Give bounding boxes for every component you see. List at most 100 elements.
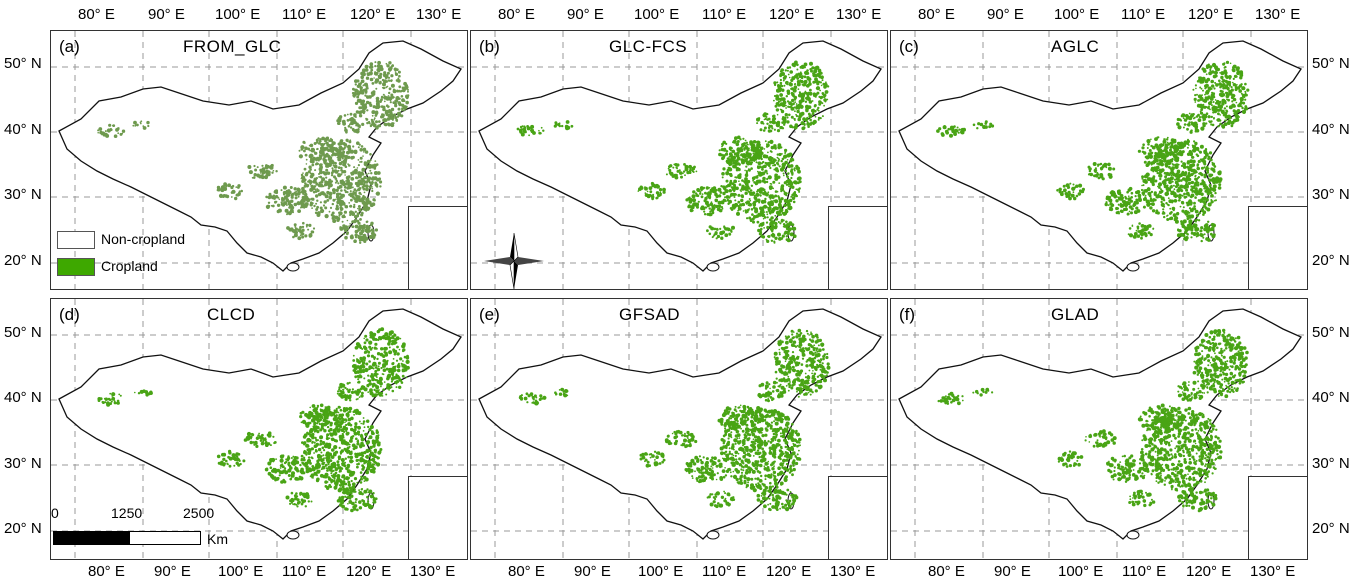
cropland-pixel (362, 444, 366, 447)
cropland-pixel (362, 417, 365, 419)
cropland-pixel (1188, 211, 1191, 214)
cropland-pixel (730, 208, 734, 211)
cropland-pixel (1195, 180, 1199, 184)
cropland-pixel (369, 464, 374, 469)
cropland-pixel (793, 117, 796, 121)
cropland-pixel (346, 178, 350, 183)
cropland-pixel (658, 188, 663, 192)
cropland-pixel (748, 187, 751, 190)
cropland-pixel (308, 410, 312, 415)
cropland-pixel (1239, 74, 1242, 77)
cropland-pixel (362, 147, 367, 152)
cropland-pixel (1201, 181, 1205, 185)
cropland-pixel (402, 86, 407, 91)
cropland-pixel (1078, 183, 1083, 188)
cropland-pixel (338, 214, 341, 217)
cropland-pixel (1119, 209, 1124, 213)
bottom-axis-label: 130° E (1250, 563, 1296, 580)
cropland-pixel (749, 157, 754, 162)
cropland-pixel (1109, 191, 1113, 195)
cropland-pixel (797, 188, 800, 192)
cropland-pixel (729, 179, 733, 183)
cropland-pixel (388, 96, 393, 100)
cropland-pixel (352, 170, 355, 174)
cropland-pixel (775, 123, 780, 128)
cropland-pixel (347, 125, 351, 128)
cropland-pixel (726, 198, 730, 202)
cropland-pixel (1199, 86, 1202, 89)
cropland-pixel (744, 158, 748, 163)
cropland-pixel (765, 192, 769, 196)
cropland-pixel (644, 186, 648, 191)
cropland-pixel (708, 232, 712, 236)
cropland-pixel (736, 140, 740, 143)
cropland-pixel (1217, 171, 1221, 175)
cropland-pixel (307, 170, 311, 174)
cropland-pixel (1176, 217, 1178, 220)
cropland-pixel (795, 103, 798, 105)
cropland-pixel (783, 190, 786, 193)
cropland-pixel (366, 72, 369, 75)
cropland-pixel (376, 172, 379, 175)
cropland-pixel (362, 458, 365, 461)
cropland-pixel (1167, 214, 1169, 217)
cropland-pixel (318, 181, 321, 184)
cropland-pixel (1154, 151, 1157, 155)
cropland-pixel (1191, 144, 1194, 147)
cropland-pixel (731, 149, 736, 154)
cropland-pixel (1210, 194, 1213, 197)
cropland-pixel (669, 164, 673, 168)
cropland-pixel (336, 156, 339, 159)
cropland-pixel (343, 229, 347, 232)
cropland-pixel (321, 146, 325, 150)
cropland-pixel (357, 159, 360, 161)
cropland-pixel (762, 188, 766, 192)
cropland-pixel (1150, 144, 1153, 148)
cropland-pixel (387, 109, 392, 114)
cropland-pixel (309, 232, 312, 235)
cropland-pixel (305, 163, 308, 165)
cropland-pixel (737, 174, 741, 178)
cropland-pixel (373, 199, 376, 202)
cropland-pixel (760, 128, 762, 130)
right-axis-label: 30° N (1312, 186, 1350, 203)
cropland-pixel (796, 109, 800, 114)
cropland-pixel (804, 91, 808, 95)
cropland-pixel (1126, 190, 1129, 194)
cropland-pixel (315, 438, 318, 442)
cropland-pixel (766, 216, 769, 219)
cropland-pixel (326, 443, 329, 445)
cropland-pixel (1155, 160, 1157, 163)
cropland-pixel (1169, 141, 1172, 145)
cropland-pixel (273, 197, 276, 200)
cropland-pixel (393, 67, 397, 71)
cropland-pixel (339, 406, 341, 409)
cropland-pixel (359, 156, 363, 160)
cropland-pixel (704, 206, 707, 209)
cropland-pixel (307, 451, 312, 455)
cropland-pixel (375, 102, 380, 106)
cropland-pixel (1202, 122, 1206, 126)
cropland-pixel (320, 455, 323, 458)
cropland-pixel (725, 179, 729, 183)
cropland-pixel (346, 113, 349, 116)
cropland-pixel (786, 100, 790, 103)
cropland-pixel (782, 79, 785, 82)
cropland-pixel (363, 191, 366, 194)
cropland-pixel (349, 423, 353, 427)
cropland-pixel (353, 203, 356, 206)
cropland-pixel (311, 163, 315, 167)
cropland-pixel (1184, 230, 1188, 234)
cropland-pixel (1169, 148, 1172, 152)
cropland-pixel (348, 140, 352, 144)
cropland-pixel (760, 151, 764, 155)
cropland-pixel (121, 132, 124, 135)
cropland-pixel (750, 218, 753, 221)
cropland-pixel (769, 197, 772, 200)
cropland-pixel (256, 166, 259, 169)
cropland-pixel (326, 141, 329, 145)
cropland-pixel (397, 70, 401, 74)
cropland-pixel (342, 162, 347, 167)
cropland-pixel (349, 210, 354, 215)
cropland-pixel (346, 231, 349, 235)
